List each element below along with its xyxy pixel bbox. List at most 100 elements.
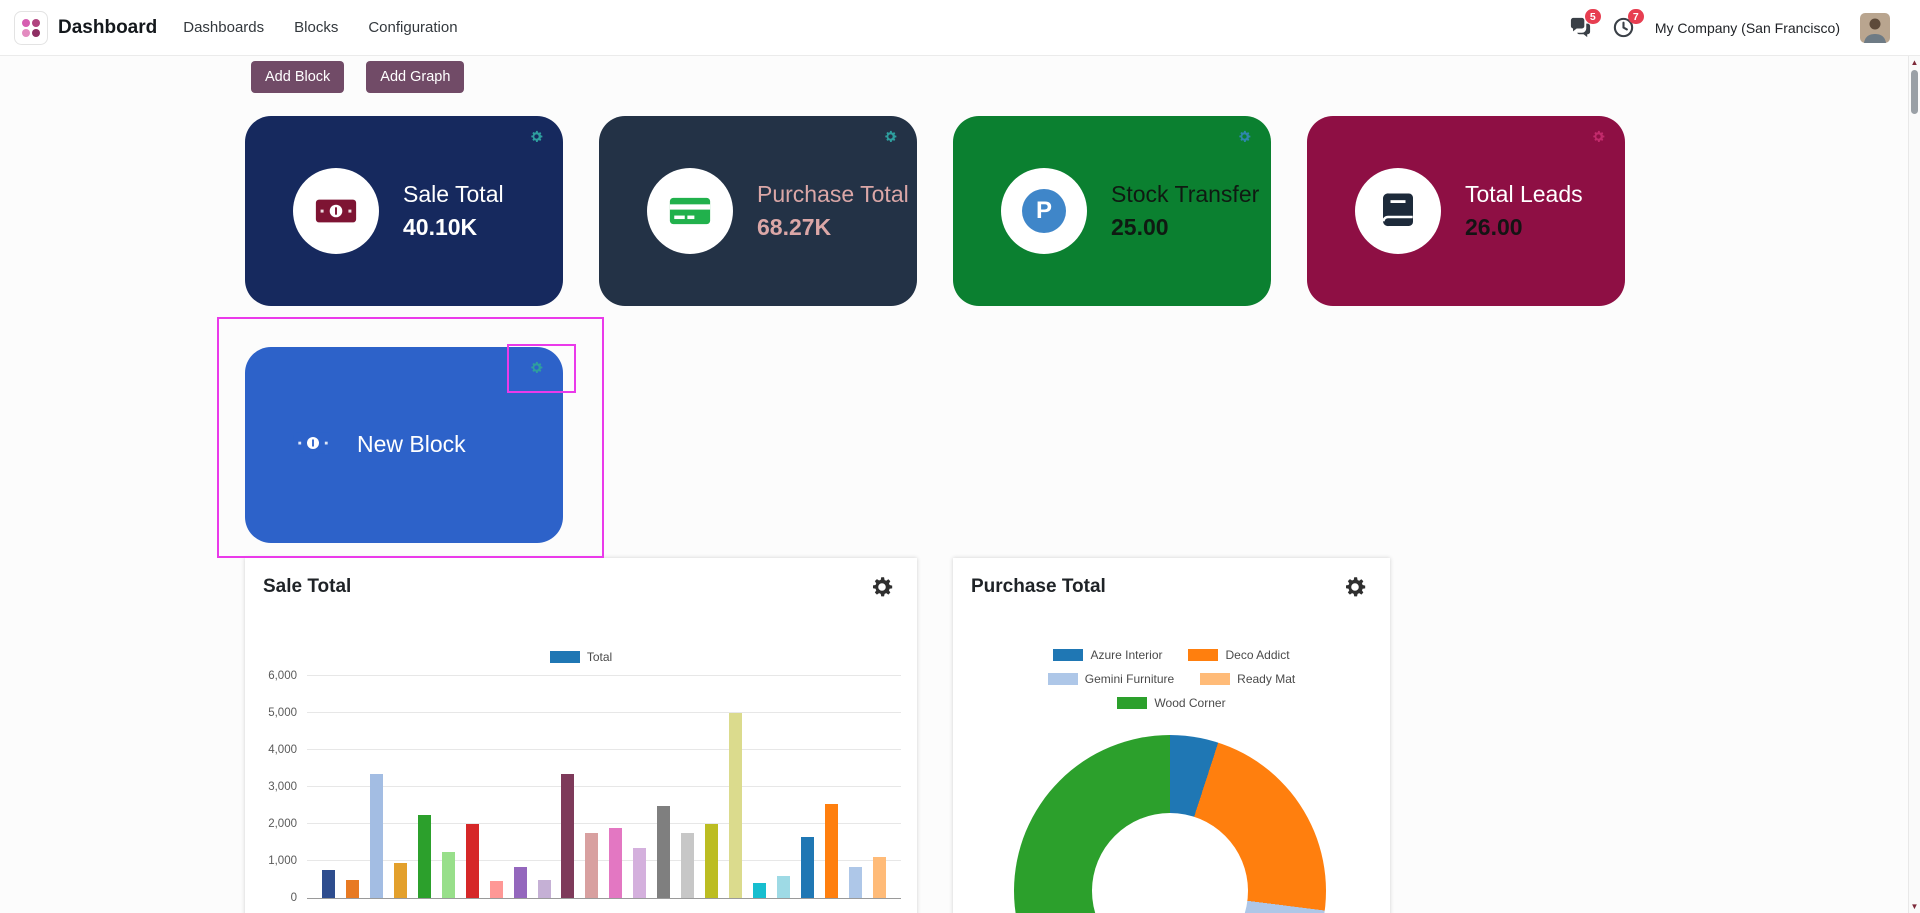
chart-grid: 6,000 5,000 4,000 3,000 2,000 1,000 0	[268, 670, 901, 904]
purchase-total-panel: Purchase Total Azure Interior Deco Addict…	[953, 558, 1390, 913]
bar[interactable]	[848, 866, 862, 898]
chart-legend: Total	[245, 650, 917, 664]
legend-item[interactable]: Azure Interior	[1053, 648, 1162, 662]
legend-label: Deco Addict	[1225, 648, 1290, 662]
vertical-scrollbar[interactable]: ▲ ▼	[1908, 56, 1920, 913]
card-label: Total Leads	[1465, 181, 1583, 208]
bar[interactable]	[633, 848, 647, 898]
bar[interactable]	[801, 836, 815, 898]
card-texts: New Block	[357, 432, 466, 458]
legend-swatch	[549, 651, 580, 663]
legend-item[interactable]: Deco Addict	[1188, 648, 1290, 662]
messages-button[interactable]: 5	[1569, 9, 1601, 39]
y-axis-tick: 0	[290, 892, 297, 904]
bar[interactable]	[465, 824, 479, 898]
navbar-right: 5 7 My Company (San Francisco)	[1569, 9, 1906, 43]
card-value: 26.00	[1465, 213, 1523, 240]
bar[interactable]	[393, 862, 407, 898]
bar[interactable]	[489, 881, 503, 898]
donut-chart[interactable]	[1014, 735, 1326, 913]
bar[interactable]	[369, 774, 383, 898]
y-axis-tick: 2,000	[268, 818, 297, 831]
card-icon-circle	[293, 423, 333, 468]
bar[interactable]	[824, 803, 838, 898]
kpi-card-purchase-total[interactable]: Purchase Total 68.27K	[599, 116, 917, 306]
scroll-down-arrow[interactable]: ▼	[1910, 902, 1919, 911]
card-texts: Sale Total 40.10K	[403, 181, 504, 240]
banknote-icon	[315, 190, 357, 232]
bar[interactable]	[345, 879, 359, 898]
card-icon-circle	[293, 168, 379, 254]
card-label: Purchase Total	[757, 181, 909, 208]
kpi-card-new-block[interactable]: New Block	[245, 347, 563, 543]
kpi-card-sale-total[interactable]: Sale Total 40.10K	[245, 116, 563, 306]
gear-icon[interactable]	[1591, 129, 1606, 144]
card-label: Stock Transfer	[1111, 181, 1260, 208]
kpi-card-stock-transfer[interactable]: P Stock Transfer 25.00	[953, 116, 1271, 306]
legend-swatch	[1188, 649, 1219, 661]
user-avatar[interactable]	[1860, 12, 1890, 43]
activities-button[interactable]: 7	[1612, 9, 1644, 39]
card-texts: Purchase Total 68.27K	[757, 181, 909, 240]
add-block-button[interactable]: Add Block	[251, 61, 345, 93]
legend-label: Azure Interior	[1090, 648, 1163, 662]
gear-icon[interactable]	[1342, 574, 1368, 600]
gear-icon[interactable]	[869, 574, 895, 600]
bar[interactable]	[321, 870, 335, 898]
bar[interactable]	[561, 774, 575, 898]
y-axis-tick: 4,000	[268, 744, 297, 757]
gear-icon[interactable]	[883, 129, 898, 144]
kpi-cards-row: Sale Total 40.10K Purchase Total 68.27K	[245, 116, 1625, 306]
gridline	[307, 749, 901, 751]
clock-icon	[1613, 17, 1634, 38]
scroll-up-arrow[interactable]: ▲	[1910, 58, 1919, 67]
legend-item[interactable]: Wood Corner	[1117, 696, 1226, 710]
panel-header: Sale Total	[245, 558, 917, 600]
bar[interactable]	[417, 814, 431, 898]
legend-swatch	[1117, 697, 1148, 709]
app-title[interactable]: Dashboard	[58, 16, 158, 38]
bar[interactable]	[609, 827, 623, 898]
bar[interactable]	[441, 851, 455, 898]
bar[interactable]	[705, 824, 719, 898]
y-axis-tick: 3,000	[268, 781, 297, 793]
gridline	[307, 675, 901, 676]
messages-badge: 5	[1584, 9, 1601, 24]
bar[interactable]	[657, 805, 671, 898]
bar[interactable]	[585, 833, 599, 898]
dashboard-toolbar: Add Block Add Graph	[251, 61, 465, 93]
legend-item[interactable]: Total	[549, 650, 612, 664]
scrollbar-thumb[interactable]	[1911, 70, 1918, 114]
bar[interactable]	[753, 883, 767, 898]
add-graph-button[interactable]: Add Graph	[366, 61, 465, 93]
book-icon	[1378, 191, 1418, 231]
card-icon-circle	[1355, 168, 1441, 254]
legend-label: Ready Mat	[1237, 672, 1296, 686]
gear-icon[interactable]	[1237, 129, 1252, 144]
bar[interactable]	[777, 875, 791, 898]
banknote-icon	[293, 423, 333, 463]
main-menu: Dashboards Blocks Configuration	[183, 19, 457, 36]
menu-configuration[interactable]: Configuration	[368, 19, 458, 36]
menu-dashboards[interactable]: Dashboards	[183, 19, 265, 36]
panel-title: Sale Total	[263, 576, 352, 597]
bar[interactable]	[537, 879, 551, 898]
bar[interactable]	[681, 833, 695, 898]
kpi-card-total-leads[interactable]: Total Leads 26.00	[1307, 116, 1625, 306]
bar[interactable]	[872, 857, 886, 898]
app-logo[interactable]	[14, 10, 48, 45]
card-texts: Stock Transfer 25.00	[1111, 181, 1260, 240]
legend-item[interactable]: Gemini Furniture	[1047, 672, 1174, 686]
gear-icon[interactable]	[529, 129, 544, 144]
gear-icon[interactable]	[529, 360, 544, 375]
card-value: 68.27K	[757, 213, 832, 240]
chart-bars	[307, 676, 901, 898]
legend-item[interactable]: Ready Mat	[1200, 672, 1295, 686]
bar[interactable]	[513, 866, 527, 898]
y-axis-tick: 1,000	[268, 855, 297, 868]
company-switcher[interactable]: My Company (San Francisco)	[1654, 19, 1840, 36]
top-navbar: Dashboard Dashboards Blocks Configuratio…	[0, 0, 1920, 56]
bar[interactable]	[729, 713, 743, 898]
bar-chart[interactable]: 6,000 5,000 4,000 3,000 2,000 1,000 0	[268, 670, 901, 904]
menu-blocks[interactable]: Blocks	[294, 19, 339, 36]
